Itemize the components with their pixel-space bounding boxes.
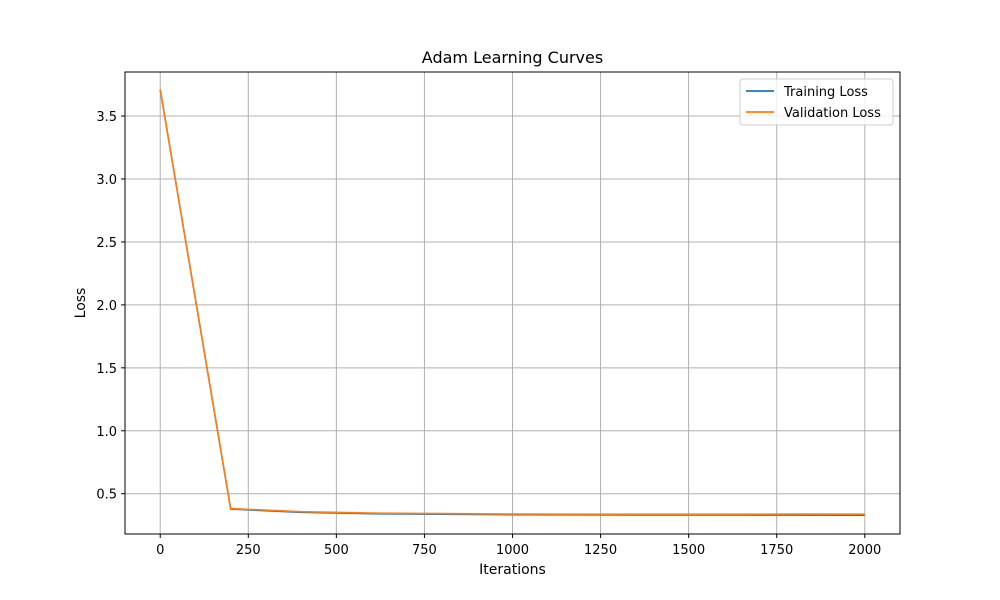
x-tick-label: 250 <box>236 543 261 558</box>
chart-title: Adam Learning Curves <box>422 48 603 67</box>
series-lines <box>159 89 865 517</box>
legend: Training Loss Validation Loss <box>739 78 894 126</box>
legend-box <box>739 78 894 126</box>
x-tick-label: 0 <box>156 543 164 558</box>
x-tick-label: 500 <box>324 543 349 558</box>
x-tick-label: 1250 <box>584 543 617 558</box>
y-tick-label: 3.5 <box>96 110 117 125</box>
y-tick-label: 1.0 <box>96 425 117 440</box>
series-line-validation-loss <box>159 89 865 516</box>
ticks: 0 250 500 750 1000 1250 1500 1750 2000 0.5 1.0 1.5 2… <box>96 110 881 558</box>
y-tick-label: 1.5 <box>96 362 117 377</box>
x-tick-label: 1000 <box>496 543 529 558</box>
grid <box>125 72 900 534</box>
y-tick-label: 2.0 <box>96 299 117 314</box>
legend-label: Validation Loss <box>784 106 881 121</box>
y-tick-label: 3.0 <box>96 173 117 188</box>
x-tick-label: 750 <box>412 543 437 558</box>
y-axis-label: Loss <box>73 288 89 319</box>
x-tick-label: 1750 <box>760 543 793 558</box>
y-tick-label: 2.5 <box>96 236 117 251</box>
x-tick-label: 2000 <box>848 543 881 558</box>
x-axis-label: Iterations <box>479 562 546 578</box>
y-tick-label: 0.5 <box>96 488 117 503</box>
x-tick-label: 1500 <box>672 543 705 558</box>
legend-label: Training Loss <box>783 85 868 100</box>
